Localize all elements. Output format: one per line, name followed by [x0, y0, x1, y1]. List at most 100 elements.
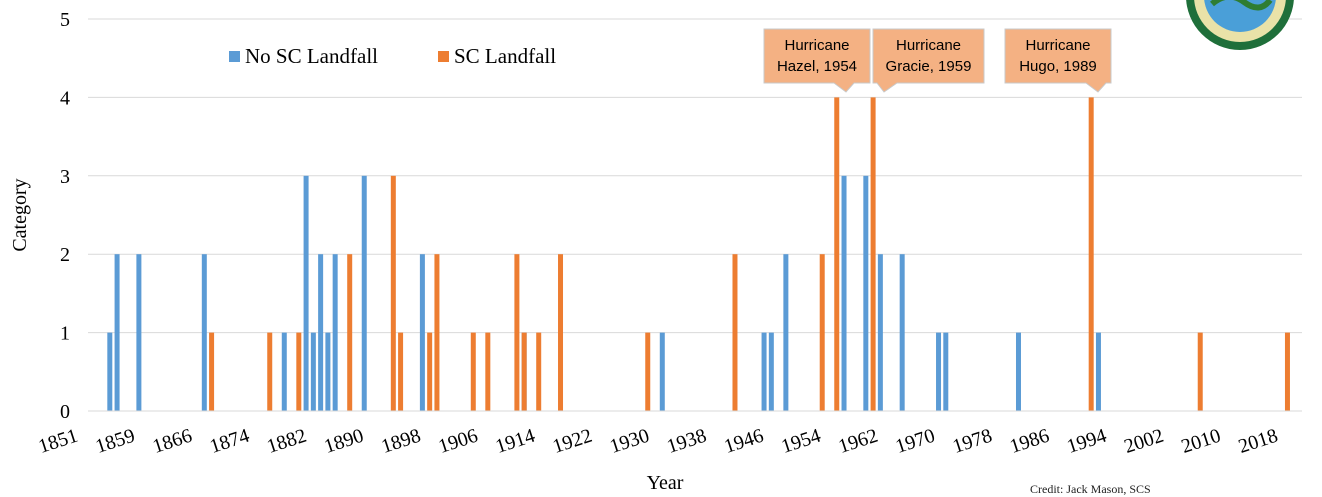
x-tick-label: 2010: [1179, 425, 1224, 458]
bar-sc-landfall: [1284, 332, 1290, 411]
bar-no-sc-landfall: [936, 332, 942, 411]
bar-sc-landfall: [819, 254, 825, 411]
legend: No SC Landfall SC Landfall: [229, 44, 556, 68]
x-tick-label: 1994: [1064, 425, 1109, 458]
bar-no-sc-landfall: [863, 175, 869, 411]
callout-line1: Hurricane: [896, 37, 961, 54]
bar-sc-landfall: [470, 332, 476, 411]
bar-no-sc-landfall: [877, 254, 883, 411]
x-tick-label: 1882: [264, 425, 309, 458]
bar-sc-landfall: [1088, 97, 1094, 412]
y-tick-label: 0: [60, 401, 70, 423]
bar-no-sc-landfall: [761, 332, 767, 411]
x-tick-label: 1890: [321, 425, 366, 458]
bar-no-sc-landfall: [114, 254, 120, 411]
bar-no-sc-landfall: [318, 254, 324, 411]
callout-box: [763, 28, 871, 93]
legend-swatch-sc-landfall: [438, 51, 449, 62]
callout-line1: Hurricane: [1025, 37, 1090, 54]
bar-no-sc-landfall: [303, 175, 309, 411]
bar-sc-landfall: [347, 254, 353, 411]
y-tick-label: 4: [60, 87, 70, 109]
bar-sc-landfall: [521, 332, 527, 411]
bar-no-sc-landfall: [107, 332, 113, 411]
bar-no-sc-landfall: [943, 332, 949, 411]
bar-no-sc-landfall: [332, 254, 338, 411]
x-tick-label: 1914: [493, 425, 538, 458]
callout-box: [1004, 28, 1112, 93]
x-tick-label: 1978: [950, 425, 995, 458]
scdnr-seal-logo: [1186, 0, 1294, 50]
bar-sc-landfall: [296, 332, 302, 411]
bar-no-sc-landfall: [325, 332, 331, 411]
bar-no-sc-landfall: [281, 332, 287, 411]
callout-line2: Hazel, 1954: [777, 58, 857, 75]
x-tick-label: 1938: [664, 425, 709, 458]
bar-no-sc-landfall: [1095, 332, 1101, 411]
bar-no-sc-landfall: [136, 254, 142, 411]
x-tick-label: 1986: [1007, 425, 1052, 458]
y-tick-label: 5: [60, 9, 70, 31]
callout-hurricane-0: Hurricane Hazel, 1954: [763, 28, 871, 93]
bar-sc-landfall: [398, 332, 404, 411]
bar-sc-landfall: [870, 97, 876, 412]
legend-swatch-no-sc-landfall: [229, 51, 240, 62]
bar-no-sc-landfall: [1015, 332, 1021, 411]
bar-no-sc-landfall: [361, 175, 367, 411]
x-tick-label: 1970: [893, 425, 938, 458]
bar-no-sc-landfall: [310, 332, 316, 411]
y-tick-label: 1: [60, 323, 70, 345]
x-tick-label: 1946: [721, 425, 766, 458]
callout-line1: Hurricane: [784, 37, 849, 54]
x-tick-label: 1859: [93, 425, 138, 458]
callout-hurricane-2: Hurricane Hugo, 1989: [1004, 28, 1112, 93]
bar-no-sc-landfall: [659, 332, 665, 411]
bar-no-sc-landfall: [783, 254, 789, 411]
y-tick-label: 2: [60, 244, 70, 266]
callout-line2: Hugo, 1989: [1019, 58, 1097, 75]
bar-sc-landfall: [834, 97, 840, 412]
bar-sc-landfall: [536, 332, 542, 411]
bar-no-sc-landfall: [419, 254, 425, 411]
callout-line2: Gracie, 1959: [886, 58, 972, 75]
x-tick-label: 1866: [150, 425, 195, 458]
bar-no-sc-landfall: [899, 254, 905, 411]
x-axis-ticks: 1851 1859 1866 1874 1882 1890 1898 1906 1914 1922…: [36, 425, 1281, 458]
bar-sc-landfall: [645, 332, 651, 411]
x-tick-label: 1906: [436, 425, 481, 458]
callout-box: [872, 28, 985, 93]
credit-text: Credit: Jack Mason, SCS: [1030, 482, 1151, 496]
x-tick-label: 1962: [836, 425, 881, 458]
x-tick-label: 2002: [1121, 425, 1166, 458]
x-tick-label: 1851: [36, 425, 81, 458]
bar-sc-landfall: [390, 175, 396, 411]
bar-sc-landfall: [209, 332, 215, 411]
x-tick-label: 2018: [1236, 425, 1281, 458]
bar-sc-landfall: [514, 254, 520, 411]
hurricane-callouts: Hurricane Hazel, 1954 Hurricane Gracie, 195…: [763, 28, 1112, 93]
bar-no-sc-landfall: [841, 175, 847, 411]
legend-label-sc-landfall: SC Landfall: [454, 44, 556, 68]
y-axis-ticks: 0 1 2 3 4 5: [60, 9, 70, 423]
bar-sc-landfall: [558, 254, 564, 411]
x-tick-label: 1898: [379, 425, 424, 458]
bar-sc-landfall: [427, 332, 433, 411]
x-tick-label: 1874: [207, 425, 252, 458]
bar-sc-landfall: [1197, 332, 1203, 411]
callout-hurricane-1: Hurricane Gracie, 1959: [872, 28, 985, 93]
bar-sc-landfall: [485, 332, 491, 411]
bars: [107, 97, 1290, 412]
legend-label-no-sc-landfall: No SC Landfall: [245, 44, 378, 68]
bar-sc-landfall: [267, 332, 273, 411]
x-tick-label: 1922: [550, 425, 595, 458]
x-axis-label: Year: [647, 472, 684, 494]
bar-sc-landfall: [434, 254, 440, 411]
bar-no-sc-landfall: [768, 332, 774, 411]
x-tick-label: 1930: [607, 425, 652, 458]
y-tick-label: 3: [60, 166, 70, 188]
bar-sc-landfall: [732, 254, 738, 411]
bar-no-sc-landfall: [201, 254, 207, 411]
y-axis-label: Category: [9, 178, 31, 251]
x-tick-label: 1954: [779, 425, 824, 458]
